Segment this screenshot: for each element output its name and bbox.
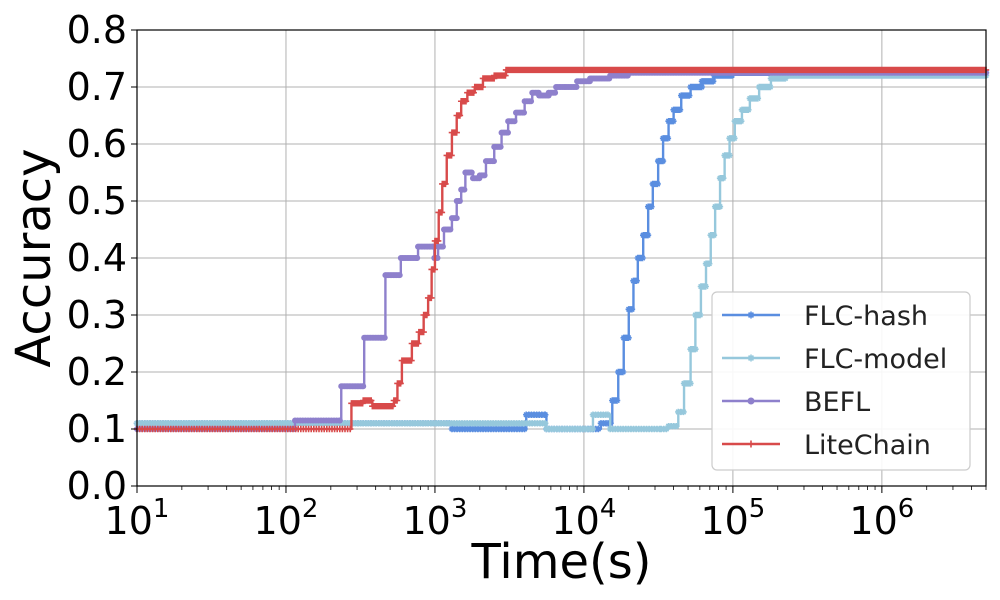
x-tick-label: 106 xyxy=(849,494,914,543)
data-point xyxy=(497,143,504,150)
legend: FLC-hash FLC-model BEFL LiteChain xyxy=(711,291,971,471)
y-tick-label: 0.2 xyxy=(67,350,127,394)
data-point xyxy=(511,118,518,125)
data-point xyxy=(468,169,475,176)
y-tick-label: 0.3 xyxy=(67,293,127,337)
x-tick-label-exponent: 1 xyxy=(153,494,170,524)
x-tick-label-exponent: 2 xyxy=(302,494,319,524)
y-tick-label: 0.6 xyxy=(67,122,127,166)
x-tick-label: 102 xyxy=(254,494,319,543)
data-point xyxy=(461,186,468,193)
legend-label-befl: BEFL xyxy=(804,387,870,418)
legend-marker-flc-hash xyxy=(747,311,755,319)
legend-marker-flc-model xyxy=(747,354,755,362)
x-tick-label: 103 xyxy=(402,494,467,543)
data-point xyxy=(396,272,403,279)
y-tick-label: 0.4 xyxy=(67,236,127,280)
x-tick-label-exponent: 3 xyxy=(451,494,468,524)
y-tick-label: 0.7 xyxy=(67,65,127,109)
x-tick-label-exponent: 6 xyxy=(898,494,915,524)
data-point xyxy=(481,172,488,179)
x-tick-label: 104 xyxy=(551,494,616,543)
y-axis-title: Accuracy xyxy=(6,148,62,367)
data-point xyxy=(453,215,460,222)
x-tick-label-base: 10 xyxy=(849,499,897,543)
data-point xyxy=(504,129,511,136)
data-point xyxy=(573,84,580,90)
x-axis-title: Time(s) xyxy=(471,534,652,590)
legend-label-litechain: LiteChain xyxy=(804,430,931,461)
data-point xyxy=(447,226,454,233)
x-tick-label: 101 xyxy=(105,494,170,543)
data-point xyxy=(360,383,367,390)
x-tick-label-base: 10 xyxy=(402,499,450,543)
x-tick-label-base: 10 xyxy=(105,499,153,543)
legend-label-flc-model: FLC-model xyxy=(804,344,947,375)
y-tick-label: 0.0 xyxy=(67,464,127,508)
data-point xyxy=(521,109,528,116)
data-point xyxy=(439,243,446,250)
legend-label-flc-hash: FLC-hash xyxy=(804,301,928,332)
y-tick-label: 0.5 xyxy=(67,179,127,223)
data-point xyxy=(414,255,421,261)
legend-box xyxy=(711,291,971,471)
series-befl xyxy=(134,69,989,432)
x-tick-label-base: 10 xyxy=(254,499,302,543)
x-tick-label-base: 10 xyxy=(700,499,748,543)
y-tick-label: 0.1 xyxy=(67,407,127,451)
data-point xyxy=(552,89,559,96)
series-markers xyxy=(134,69,989,432)
data-point xyxy=(490,158,497,165)
series-layer xyxy=(133,66,990,433)
legend-marker-befl xyxy=(747,397,755,405)
legend-marker-litechain xyxy=(747,440,755,448)
x-tick-label-base: 10 xyxy=(551,499,599,543)
data-point xyxy=(381,334,388,341)
data-point xyxy=(528,98,535,105)
data-point xyxy=(456,198,463,204)
x-tick-label-exponent: 5 xyxy=(749,494,766,524)
data-point xyxy=(336,417,343,424)
x-tick-label-exponent: 4 xyxy=(600,494,617,524)
x-tick-label: 105 xyxy=(700,494,765,543)
y-tick-label: 0.8 xyxy=(67,8,127,52)
